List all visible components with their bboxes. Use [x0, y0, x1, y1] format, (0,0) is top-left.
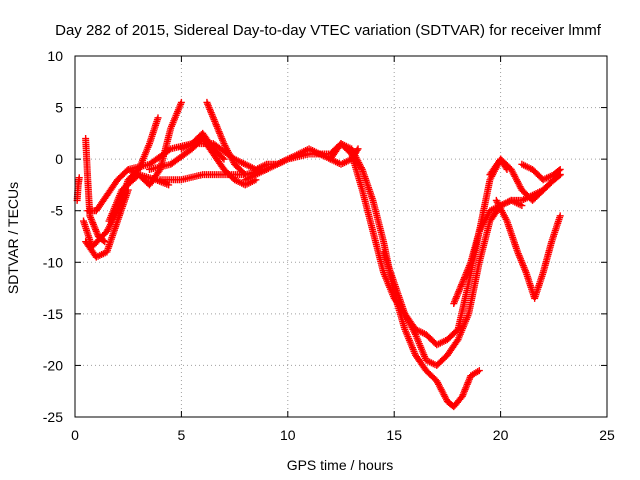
data-point	[354, 145, 362, 153]
x-tick-label: 20	[493, 427, 509, 443]
data-point	[154, 114, 162, 122]
data-point	[101, 238, 109, 246]
data-point	[475, 367, 483, 375]
x-tick-label: 10	[280, 427, 296, 443]
y-tick-label: 10	[47, 48, 63, 64]
data-point	[220, 155, 228, 163]
data-point	[556, 165, 564, 173]
series-track-r	[518, 160, 564, 184]
y-tick-label: -25	[43, 409, 63, 425]
data-points	[73, 98, 564, 411]
y-tick-label: 5	[55, 100, 63, 116]
x-tick-label: 0	[71, 427, 79, 443]
chart-title: Day 282 of 2015, Sidereal Day-to-day VTE…	[55, 22, 602, 39]
series-track-b	[82, 135, 109, 246]
data-point	[240, 169, 248, 177]
y-axis-label: SDTVAR / TECUs	[5, 182, 21, 294]
data-point	[556, 212, 564, 220]
series-track-e	[84, 98, 185, 215]
axis-ticks: 0 5 10 15 20 25 10 5 0 -5 -10 -15 -20 -25	[43, 48, 615, 443]
data-point	[165, 181, 173, 189]
data-point	[555, 166, 563, 174]
grid	[75, 56, 607, 417]
series-track-f	[105, 171, 173, 225]
data-point	[75, 174, 83, 182]
series-track-j	[203, 98, 249, 179]
data-point	[165, 146, 173, 154]
plot-frame	[74, 55, 608, 418]
y-tick-label: -20	[43, 357, 63, 373]
series-track-n	[380, 196, 526, 369]
x-tick-label: 5	[178, 427, 186, 443]
series-track-d	[82, 186, 132, 261]
series-track-k	[177, 129, 228, 163]
y-tick-label: -15	[43, 306, 63, 322]
x-tick-label: 25	[599, 427, 615, 443]
x-tick-label: 15	[386, 427, 402, 443]
data-point	[177, 98, 185, 106]
data-point	[219, 154, 227, 162]
data-point	[124, 186, 132, 194]
y-tick-label: -5	[51, 203, 64, 219]
series-track-a	[73, 174, 83, 204]
y-tick-label: -10	[43, 254, 63, 270]
y-tick-label: 0	[55, 151, 63, 167]
series-track-q	[492, 196, 564, 302]
x-axis-label: GPS time / hours	[287, 457, 394, 473]
